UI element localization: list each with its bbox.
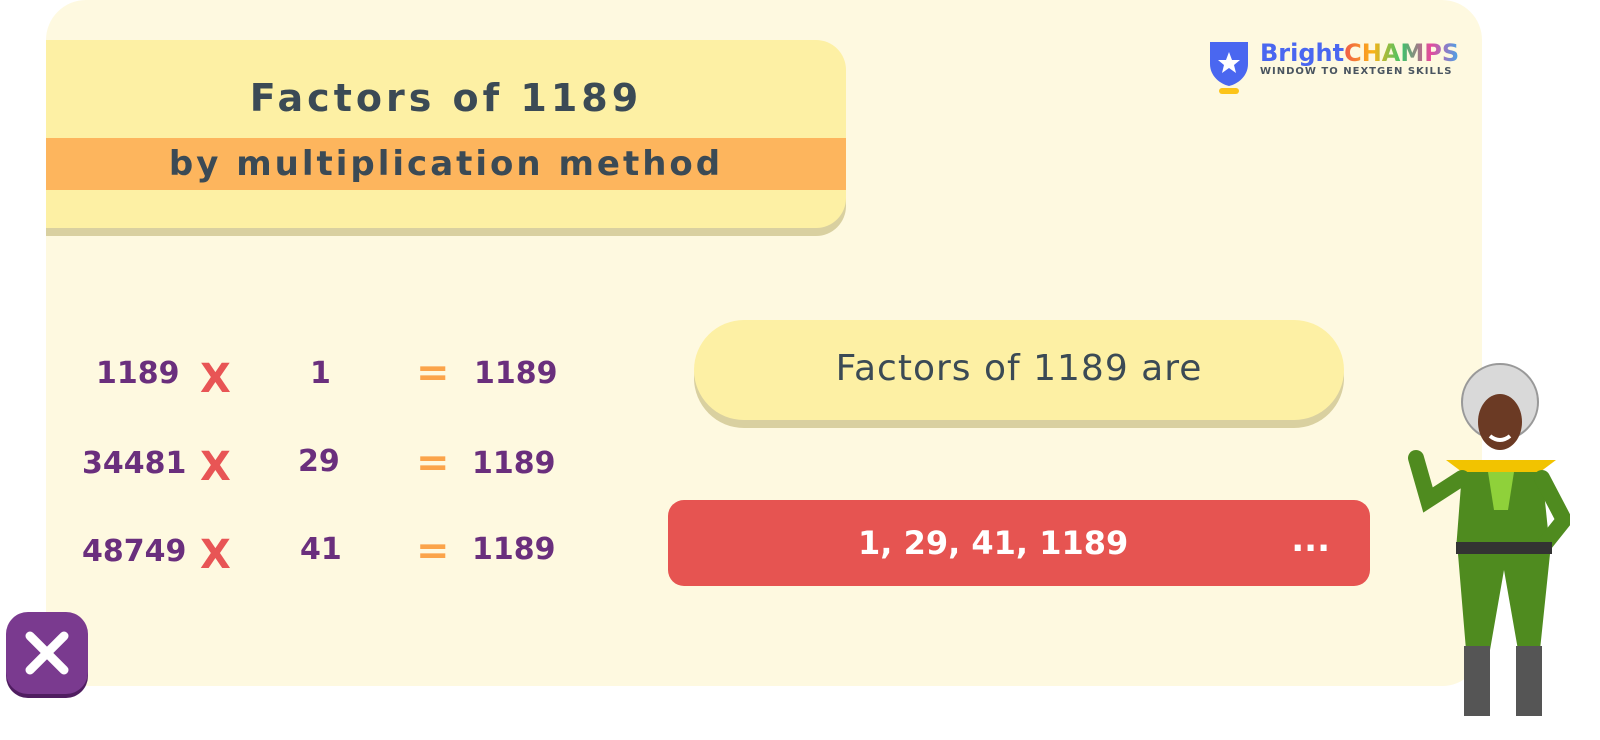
multiplier: 41 (300, 532, 342, 567)
more-dots: ... (1291, 520, 1330, 560)
factors-list-box: 1, 29, 41, 1189 ... (668, 500, 1370, 586)
factors-heading: Factors of 1189 are (835, 348, 1203, 389)
brand-name-part1: Bright (1260, 39, 1345, 67)
multiplicand: 48749 (82, 534, 187, 569)
close-x-icon (25, 631, 69, 675)
factors-list: 1, 29, 41, 1189 (858, 524, 1129, 562)
shield-star-icon (1210, 42, 1248, 94)
subtitle-band (46, 138, 846, 190)
brand-name-part2: CHAMPS (1344, 39, 1460, 67)
brightchamps-logo: BrightCHAMPS WINDOW TO NEXTGEN SKILLS (1208, 40, 1459, 94)
times-sign: X (200, 532, 231, 578)
page-subtitle: by multiplication method (168, 144, 724, 184)
equals-sign: = (416, 440, 450, 486)
multiplicand: 34481 (82, 446, 187, 481)
character-illustration (1408, 363, 1570, 716)
product: 1189 (472, 532, 556, 567)
times-sign: X (200, 356, 231, 402)
equals-sign: = (416, 350, 450, 396)
equals-sign: = (416, 528, 450, 574)
product: 1189 (474, 356, 558, 391)
multiplicand: 1189 (96, 356, 180, 391)
factors-heading-box: Factors of 1189 are (694, 320, 1344, 420)
close-button[interactable] (6, 612, 88, 694)
multiplier: 29 (298, 444, 340, 479)
page-title: Factors of 1189 (249, 76, 643, 120)
times-sign: X (200, 444, 231, 490)
title-banner: Factors of 1189 by multiplication method (46, 40, 846, 228)
product: 1189 (472, 446, 556, 481)
multiplier: 1 (310, 356, 331, 391)
brand-tagline: WINDOW TO NEXTGEN SKILLS (1260, 66, 1453, 77)
